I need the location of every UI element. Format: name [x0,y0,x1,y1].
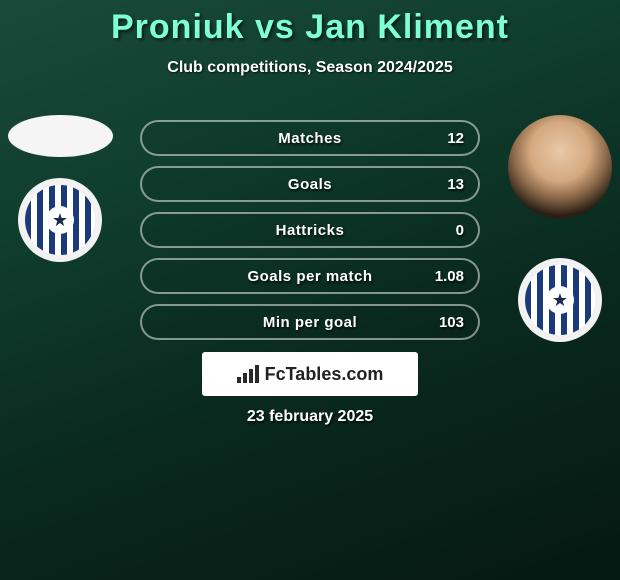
stats-list: Matches 12 Goals 13 Hattricks 0 Goals pe… [140,120,480,350]
date-label: 23 february 2025 [0,408,620,426]
stat-row: Goals per match 1.08 [140,258,480,294]
bar-chart-icon [237,365,259,383]
star-icon: ★ [546,286,574,314]
brand-badge: FcTables.com [202,352,418,396]
stat-label: Min per goal [263,314,357,331]
stat-label: Matches [278,130,342,147]
stat-value-right: 0 [456,222,464,239]
stat-row: Goals 13 [140,166,480,202]
stat-value-right: 103 [439,314,464,331]
stat-row: Matches 12 [140,120,480,156]
stat-row: Min per goal 103 [140,304,480,340]
brand-text: FcTables.com [265,364,384,385]
stat-label: Goals per match [247,268,372,285]
stat-label: Hattricks [276,222,345,239]
star-icon: ★ [46,206,74,234]
comparison-card: Proniuk vs Jan Kliment Club competitions… [0,0,620,580]
stat-value-right: 1.08 [435,268,464,285]
club-badge-stripes: ★ [525,265,595,335]
club-badge-left: ★ [18,178,102,262]
subtitle: Club competitions, Season 2024/2025 [0,59,620,77]
page-title: Proniuk vs Jan Kliment [0,0,620,47]
club-badge-stripes: ★ [25,185,95,255]
player-right-avatar [508,115,612,219]
stat-row: Hattricks 0 [140,212,480,248]
stat-label: Goals [288,176,332,193]
club-badge-right: ★ [518,258,602,342]
player-left-avatar [8,115,113,157]
stat-value-right: 12 [447,130,464,147]
stat-value-right: 13 [447,176,464,193]
